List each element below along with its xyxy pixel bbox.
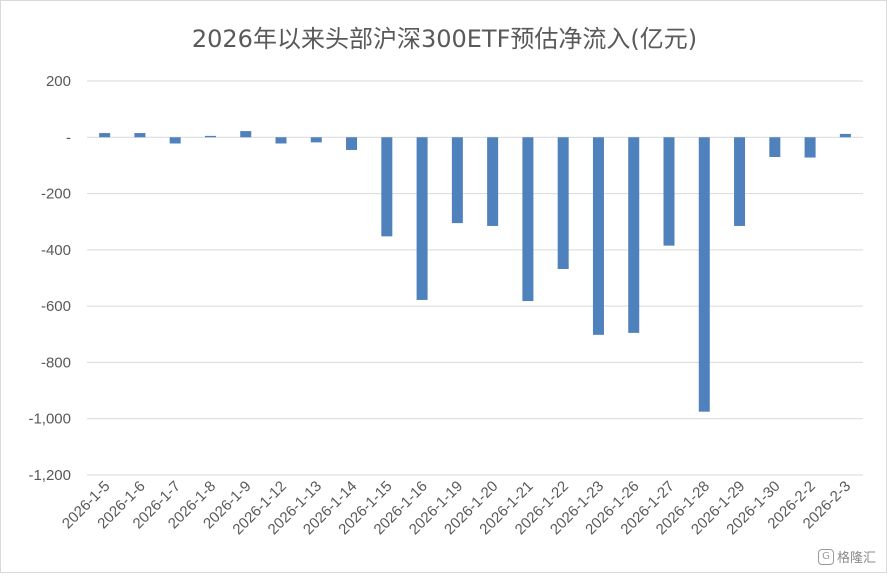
y-tick-label: -200	[41, 186, 71, 203]
grid-lines	[87, 80, 863, 476]
y-tick-label: -1,000	[28, 411, 71, 428]
bar	[451, 137, 463, 224]
bar	[734, 137, 746, 226]
bar	[769, 137, 781, 157]
bar	[522, 137, 534, 302]
bar	[592, 137, 604, 335]
y-tick-label: -400	[41, 242, 71, 259]
y-tick-label: 200	[46, 73, 71, 90]
bar	[839, 133, 851, 138]
y-tick-labels: 200 - -200 -400 -600 -800 -1,000 -1,200	[28, 73, 71, 484]
watermark: G 格隆汇	[817, 547, 876, 566]
bar	[628, 137, 640, 333]
bar	[240, 131, 252, 138]
bar	[381, 137, 393, 237]
bar	[804, 137, 816, 158]
bar	[134, 133, 146, 138]
bar	[310, 137, 322, 143]
watermark-logo-icon: G	[817, 548, 834, 565]
x-tick-labels: 2026-1-52026-1-62026-1-72026-1-82026-1-9…	[59, 478, 854, 538]
y-tick-label: -800	[41, 354, 71, 371]
bar	[663, 137, 675, 246]
bar	[275, 137, 287, 144]
y-tick-label: -600	[41, 298, 71, 315]
bar	[204, 135, 216, 138]
bar	[487, 137, 499, 226]
chart-title: 2026年以来头部沪深300ETF预估净流入(亿元)	[191, 25, 698, 53]
bars	[99, 131, 851, 412]
bar	[557, 137, 569, 269]
y-tick-label: -	[66, 129, 71, 146]
bar	[99, 133, 111, 138]
bar	[346, 137, 358, 150]
bar	[698, 137, 710, 412]
bar	[169, 137, 181, 144]
watermark-text: 格隆汇	[836, 551, 876, 566]
y-tick-label: -1,200	[28, 467, 71, 484]
bar	[416, 137, 428, 300]
